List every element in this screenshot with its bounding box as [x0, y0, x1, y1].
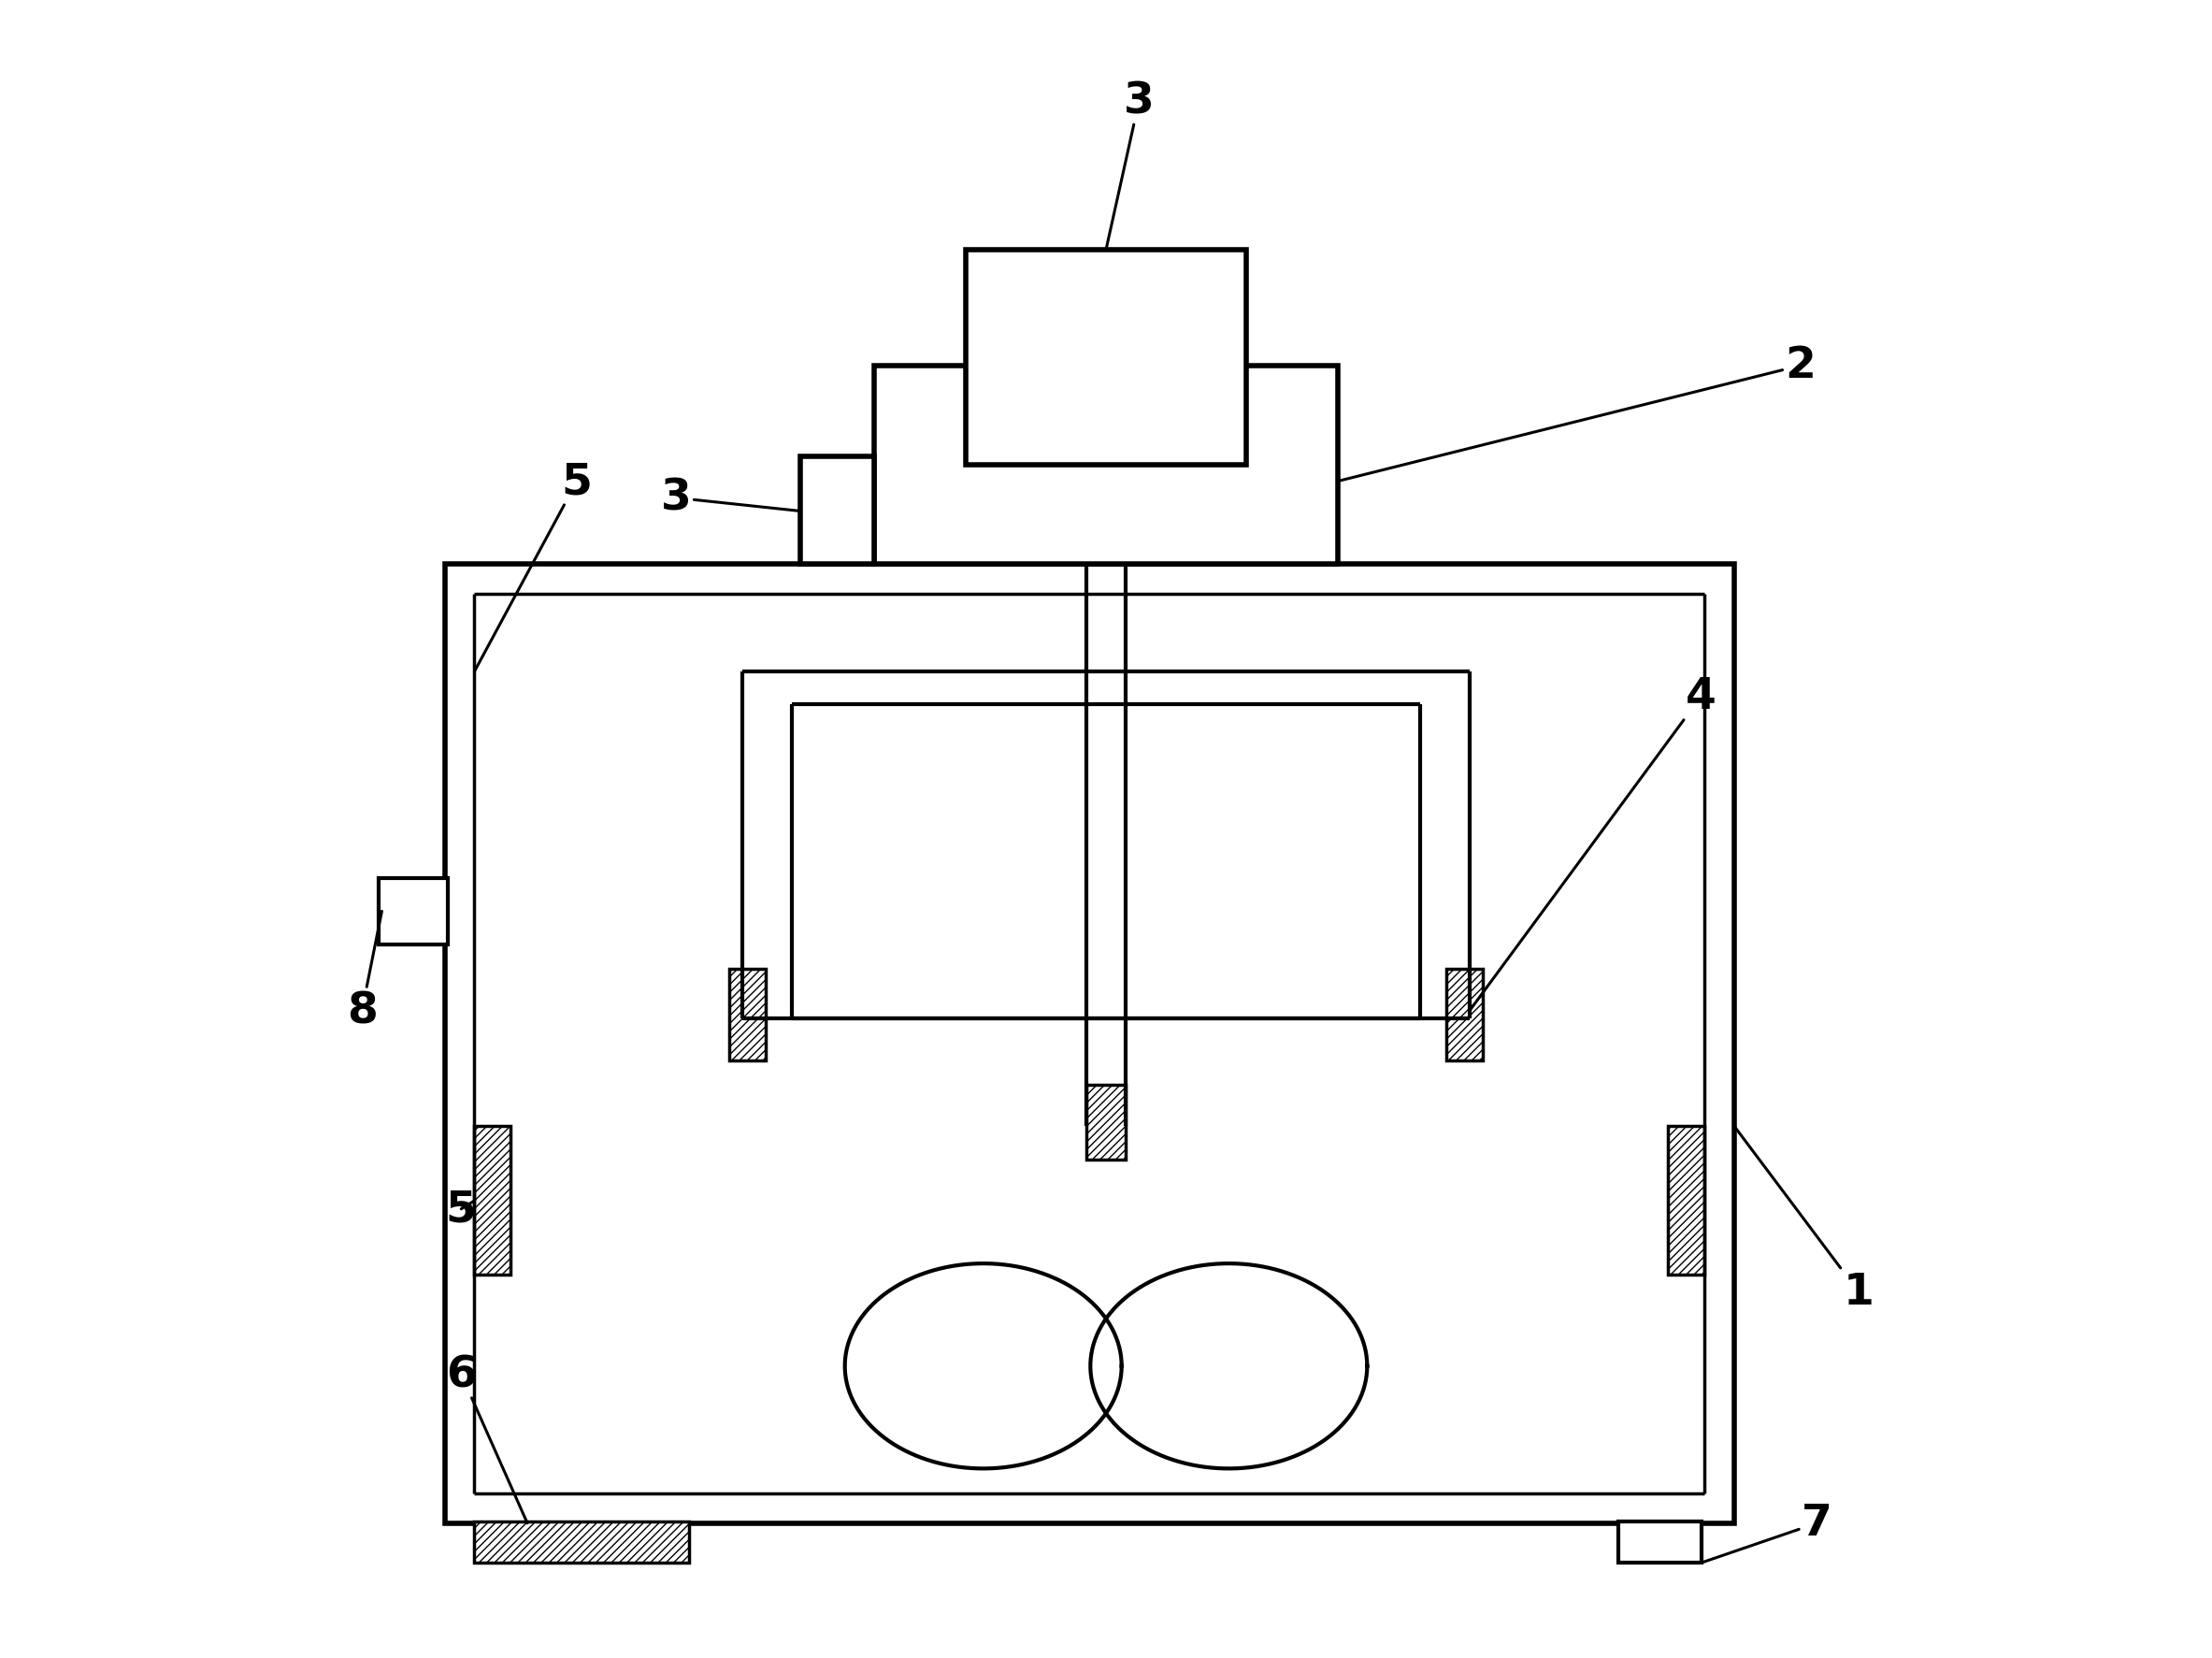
Bar	[964, 250, 1248, 466]
Bar	[378, 879, 449, 945]
Bar	[801, 458, 874, 565]
Bar	[1668, 1126, 1705, 1275]
Text: 6: 6	[447, 1353, 526, 1524]
Bar	[445, 565, 1734, 1524]
Text: 1: 1	[1734, 1126, 1874, 1313]
Bar	[473, 1522, 690, 1563]
Bar	[730, 970, 765, 1061]
Text: 2: 2	[1338, 345, 1816, 482]
Bar	[1619, 1522, 1701, 1563]
Bar	[1086, 1086, 1126, 1159]
Text: 7: 7	[1701, 1502, 1832, 1563]
Bar	[874, 366, 1338, 565]
Text: 3: 3	[1106, 81, 1155, 250]
Text: 5: 5	[447, 1189, 476, 1230]
Text: 5: 5	[473, 461, 593, 671]
Text: 8: 8	[347, 912, 383, 1031]
Text: 4: 4	[1469, 676, 1717, 1011]
Bar	[1447, 970, 1482, 1061]
Bar	[473, 1126, 511, 1275]
Text: 3: 3	[661, 478, 801, 519]
